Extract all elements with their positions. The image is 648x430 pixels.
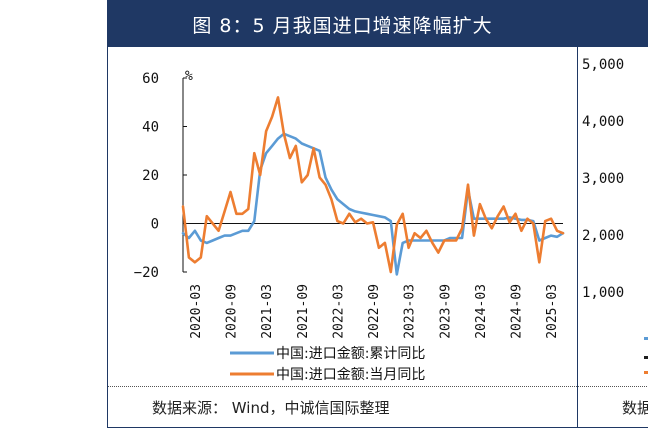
right-legend-blue-mark (644, 337, 648, 340)
y-tick-label: 60 (142, 71, 159, 87)
right-y-tick-label: 1,000 (582, 285, 625, 301)
series-line-monthly (181, 96, 565, 274)
y-tick-label: −20 (134, 265, 159, 281)
x-tick-label: 2021-09 (296, 284, 311, 339)
right-source-note: 数据 (578, 386, 648, 427)
x-axis: 2020-03 2020-09 2021-03 2021-09 2022-03 2022-… (183, 223, 563, 339)
legend-label: 中国:进口金额:当月同比 (276, 367, 425, 383)
x-tick-label: 2020-03 (189, 284, 204, 339)
chart-title: 图 8：5 月我国进口增速降幅扩大 (108, 1, 577, 47)
y-tick-label: 20 (142, 168, 159, 184)
source-note: 数据来源： Wind，中诚信国际整理 (108, 386, 577, 427)
right-y-tick-label: 5,000 (582, 57, 625, 73)
x-tick-label: 2024-03 (474, 284, 489, 339)
right-legend-orange-mark (644, 371, 648, 374)
y-tick-label: 40 (142, 120, 159, 136)
y-tick-label: 0 (151, 217, 159, 233)
right-y-tick-label: 3,000 (582, 171, 625, 187)
import-growth-chart: % 60 40 20 0 −20 2020-03 2020-09 2021-03 2021-09… (134, 69, 565, 383)
x-tick-label: 2024-09 (510, 284, 525, 339)
x-tick-label: 2022-09 (367, 284, 382, 339)
x-tick-label: 2023-09 (438, 284, 453, 339)
x-tick-label: 2020-09 (225, 284, 240, 339)
right-chart-title-bar (578, 1, 648, 47)
right-legend-dark-mark (644, 356, 648, 359)
y-axis: % 60 40 20 0 −20 (134, 69, 193, 281)
right-y-tick-label: 4,000 (582, 114, 625, 130)
series-layer (181, 96, 565, 276)
right-y-tick-label: 2,000 (582, 228, 625, 244)
y-unit-label: % (185, 69, 193, 84)
series-line-cumulative (181, 132, 565, 276)
x-tick-label: 2022-03 (331, 284, 346, 339)
x-tick-label: 2025-03 (545, 284, 560, 339)
x-tick-label: 2021-03 (260, 284, 275, 339)
chart-panel-right: 5,000 4,000 3,000 2,000 1,000 数据 (578, 0, 648, 428)
x-tick-label: 2023-03 (403, 284, 418, 339)
chart-panel-main: 图 8：5 月我国进口增速降幅扩大 % 60 40 20 0 −20 2020-03 202… (107, 0, 578, 428)
legend-label: 中国:进口金额:累计同比 (276, 346, 425, 362)
